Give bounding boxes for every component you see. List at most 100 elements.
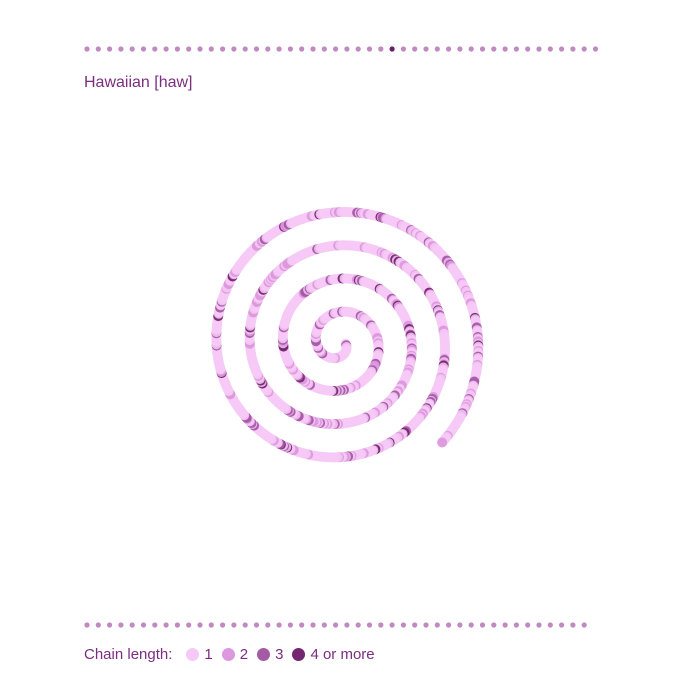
pager-dot[interactable] — [152, 46, 158, 52]
pager-dot[interactable] — [446, 46, 452, 52]
pager-dot — [174, 622, 180, 628]
pager-dot — [242, 622, 248, 628]
pager-dot[interactable] — [378, 46, 384, 52]
pager-dot[interactable] — [355, 46, 361, 52]
pager-dot[interactable] — [276, 46, 282, 52]
pager-top[interactable] — [84, 46, 599, 52]
legend-label: 3 — [275, 646, 284, 663]
pager-dot — [344, 622, 350, 628]
pager-dot — [502, 622, 508, 628]
pager-dot[interactable] — [220, 46, 226, 52]
pager-dot[interactable] — [468, 46, 474, 52]
pager-dot[interactable] — [570, 46, 576, 52]
pager-dot — [84, 622, 90, 628]
pager-dot[interactable] — [423, 46, 429, 52]
pager-dot[interactable] — [581, 46, 587, 52]
pager-dot[interactable] — [242, 46, 248, 52]
pager-dot[interactable] — [129, 46, 135, 52]
pager-dot — [299, 622, 305, 628]
pager-dot[interactable] — [321, 46, 327, 52]
pager-dot[interactable] — [84, 46, 90, 52]
pager-dot[interactable] — [366, 46, 373, 52]
pager-dot — [276, 622, 282, 628]
pager-dot[interactable] — [265, 46, 271, 52]
pager-dot — [559, 622, 565, 628]
pager-dot — [140, 622, 147, 628]
pager-dot — [220, 622, 226, 628]
pager-dot — [525, 622, 531, 628]
pager-dot[interactable] — [333, 46, 339, 52]
legend-item-1: 1 — [186, 646, 213, 663]
pager-dot[interactable] — [502, 46, 508, 52]
pager-dot[interactable] — [287, 46, 293, 52]
pager-dot[interactable] — [107, 46, 113, 52]
legend-label: 4 or more — [310, 646, 375, 663]
pager-dot — [491, 622, 497, 628]
pager-dot[interactable] — [525, 46, 531, 52]
pager-dot[interactable] — [310, 46, 316, 52]
legend: Chain length: 1 2 3 4 or more — [84, 646, 384, 663]
pager-dot[interactable] — [140, 46, 147, 52]
pager-dot — [547, 622, 553, 628]
pager-dot — [389, 622, 395, 628]
legend-swatch — [186, 648, 200, 661]
pager-dot — [412, 622, 418, 628]
pager-dot — [163, 622, 169, 628]
pager-dot[interactable] — [208, 46, 214, 52]
pager-dot[interactable] — [592, 46, 599, 52]
legend-title: Chain length: — [84, 646, 173, 663]
pager-dot — [265, 622, 271, 628]
pager-dot — [570, 622, 576, 628]
chain-point — [437, 437, 448, 448]
legend-swatch — [221, 648, 235, 661]
pager-dot — [310, 622, 316, 628]
pager-dot[interactable] — [197, 46, 203, 52]
legend-swatch — [292, 648, 306, 661]
pager-dot — [434, 622, 440, 628]
chart-title: Hawaiian [haw] — [84, 74, 193, 91]
pager-dot[interactable] — [434, 46, 440, 52]
pager-dot[interactable] — [95, 46, 101, 52]
pager-dot — [231, 622, 237, 628]
pager-dot — [197, 622, 203, 628]
pager-dot — [253, 622, 260, 628]
spiral-plot — [211, 207, 484, 463]
pager-dot — [95, 622, 101, 628]
pager-dot[interactable] — [118, 46, 124, 52]
pager-dot — [355, 622, 361, 628]
pager-dot — [581, 622, 587, 628]
pager-dot[interactable] — [299, 46, 305, 52]
pager-dot[interactable] — [344, 46, 350, 52]
pager-dot[interactable] — [491, 46, 497, 52]
pager-dot[interactable] — [400, 46, 406, 52]
pager-dot — [468, 622, 474, 628]
legend-label: 2 — [239, 646, 249, 663]
pager-dot — [333, 622, 339, 628]
pager-dot[interactable] — [536, 46, 542, 52]
legend-item-4: 4 or more — [292, 646, 375, 663]
pager-dot — [446, 622, 452, 628]
pager-dot-active[interactable] — [389, 46, 395, 52]
pager-dot[interactable] — [231, 46, 237, 52]
pager-dot — [118, 622, 124, 628]
pager-dot[interactable] — [412, 46, 418, 52]
pager-dot — [423, 622, 429, 628]
pager-dot[interactable] — [186, 46, 192, 52]
pager-dot[interactable] — [457, 46, 463, 52]
pager-dot[interactable] — [174, 46, 180, 52]
pager-dot — [321, 622, 327, 628]
pager-dot — [457, 622, 463, 628]
pager-dot — [152, 622, 158, 628]
pager-dot[interactable] — [253, 46, 260, 52]
legend-item-3: 3 — [257, 646, 283, 663]
pager-dot — [208, 622, 214, 628]
pager-dot — [129, 622, 135, 628]
pager-dot[interactable] — [547, 46, 553, 52]
pager-dot[interactable] — [163, 46, 169, 52]
pager-dot[interactable] — [559, 46, 565, 52]
pager-dot — [287, 622, 293, 628]
pager-dot[interactable] — [513, 46, 520, 52]
pager-dot[interactable] — [479, 46, 486, 52]
pager-dot — [536, 622, 542, 628]
